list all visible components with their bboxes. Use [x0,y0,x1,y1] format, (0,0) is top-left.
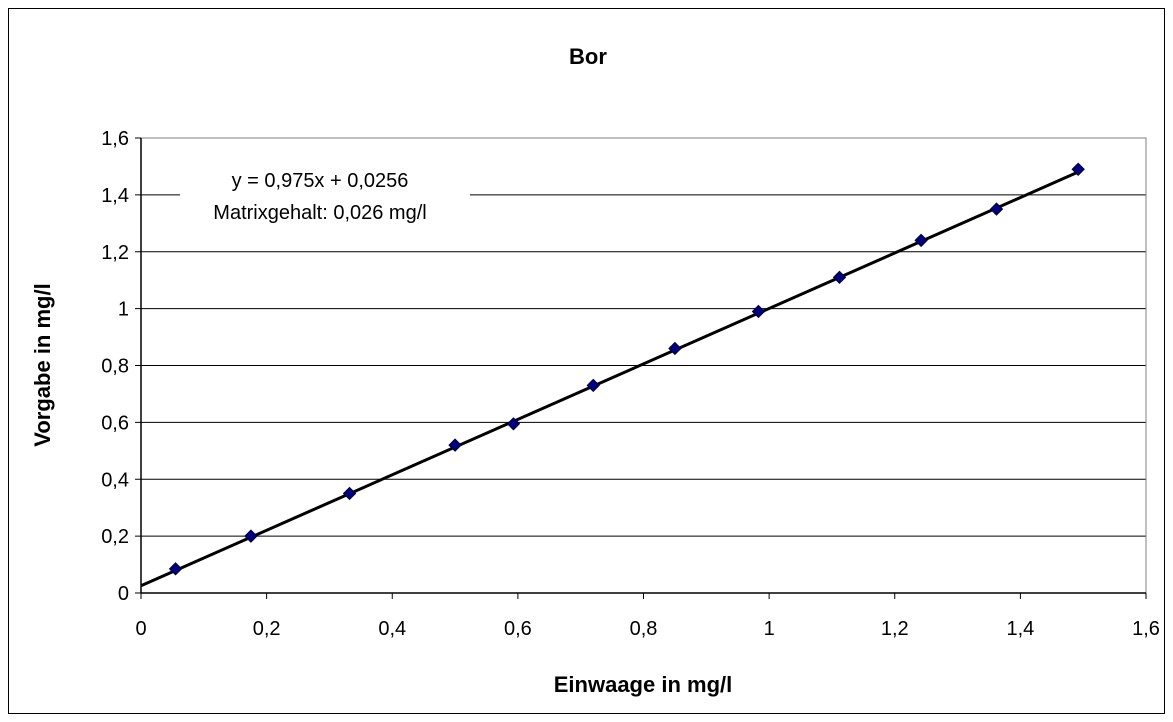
chart-frame [8,8,1165,714]
y-tick-label: 0,6 [101,412,129,434]
trendline-equation: y = 0,975x + 0,0256 [232,170,409,192]
chart-title: Bor [569,44,607,69]
x-tick-label: 0,2 [253,618,281,640]
y-tick-label: 0 [118,583,129,605]
x-tick-label: 1,6 [1132,618,1160,640]
data-point [989,202,1004,216]
x-tick-label: 0,6 [504,618,532,640]
x-tick-label: 1 [764,618,775,640]
x-tick-label: 1,4 [1006,618,1034,640]
gridlines [141,137,1146,537]
x-tick-label: 1,2 [881,618,909,640]
data-point [448,438,462,452]
data-point [1071,162,1085,176]
trendline [140,170,1079,588]
x-tick-label: 0,8 [630,618,658,640]
y-tick-label: 1,2 [101,242,129,264]
data-point [506,417,521,431]
tick-labels: 0 0,2 0,4 0,6 0,8 1 1,2 1,4 1,6 0 0,2 0,4 0,6 0,8 1 1,2… [101,128,1160,640]
data-point [244,529,258,543]
data-point [168,562,183,576]
x-axis-title: Einwaage in mg/l [554,672,732,697]
x-tick-label: 0 [135,618,146,640]
data-points [168,162,1085,576]
y-tick-label: 1,4 [101,185,129,207]
y-tick-label: 0,2 [101,526,129,548]
data-point [751,304,766,319]
data-point [342,486,357,501]
data-point [914,233,928,248]
y-tick-label: 0,4 [101,469,129,491]
y-tick-label: 0,8 [101,356,129,378]
annotation-box [180,158,470,228]
axes [135,137,1147,599]
data-point [586,378,600,393]
x-tick-label: 0,4 [378,618,406,640]
data-point [668,341,682,356]
matrix-content-note: Matrixgehalt: 0,026 mg/l [213,202,426,224]
y-tick-label: 1,6 [101,128,129,150]
y-tick-label: 1 [118,299,129,321]
data-point [832,270,847,285]
y-axis-title: Vorgabe in mg/l [30,283,55,446]
